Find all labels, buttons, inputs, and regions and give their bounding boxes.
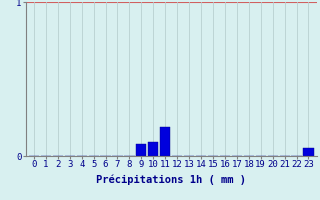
Bar — [303, 148, 314, 156]
Bar — [136, 144, 147, 156]
Bar — [160, 127, 170, 156]
Bar — [148, 142, 158, 156]
X-axis label: Précipitations 1h ( mm ): Précipitations 1h ( mm ) — [96, 175, 246, 185]
